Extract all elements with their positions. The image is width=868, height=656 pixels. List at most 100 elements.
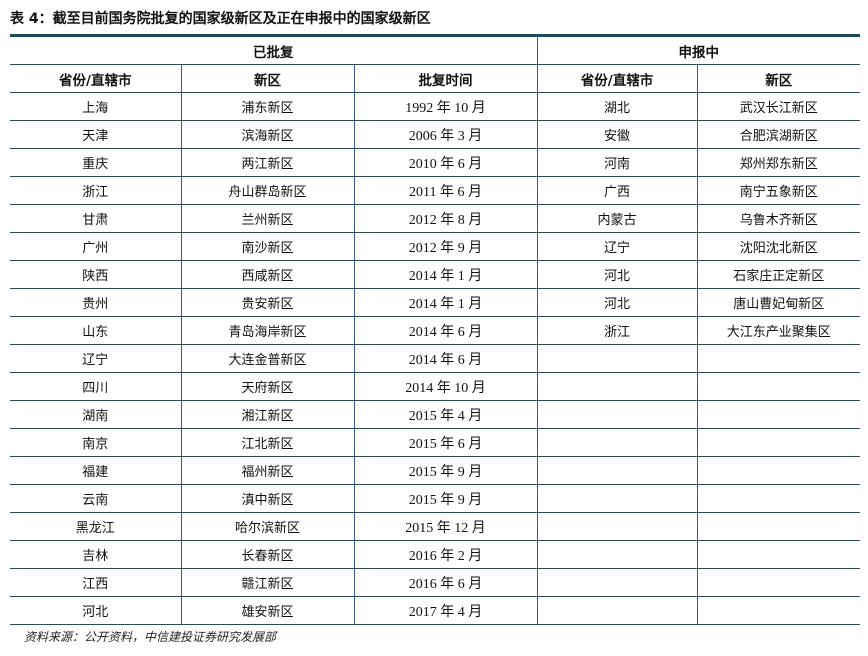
table-cell: 大连金普新区 (180, 344, 354, 373)
table-cell: 重庆 (10, 148, 181, 177)
table-row: 浙江 舟山群岛新区 2011 年 6 月广西 南宁五象新区 (10, 176, 861, 205)
table-cell (536, 400, 698, 429)
table-cell: 2015 年 9 月 (353, 484, 538, 513)
table-cell (696, 568, 861, 597)
table-cell: 辽宁 (536, 232, 698, 261)
source-note: 资料来源：公开资料，中信建投证券研究发展部 (24, 630, 277, 644)
table-row: 黑龙江 哈尔滨新区 2015 年 12 月 (10, 512, 861, 541)
table-cell (696, 512, 861, 541)
table-cell: 滨海新区 (180, 120, 354, 149)
table-cell: 滇中新区 (180, 484, 354, 513)
table-cell: 云南 (10, 484, 181, 513)
table-cell: 河北 (10, 596, 181, 625)
col-header: 省份/直辖市 (536, 64, 698, 93)
table-cell (536, 428, 698, 457)
table-cell: 2016 年 2 月 (353, 540, 538, 569)
table-cell (696, 484, 861, 513)
table-row: 贵州 贵安新区 2014 年 1 月河北 唐山曹妃甸新区 (10, 288, 861, 317)
table-cell: 辽宁 (10, 344, 181, 373)
table-cell (696, 596, 861, 625)
table-cell: 合肥滨湖新区 (696, 120, 861, 149)
table-cell (536, 456, 698, 485)
table-cell: 湖南 (10, 400, 181, 429)
table-row: 吉林 长春新区 2016 年 2 月 (10, 540, 861, 569)
table-cell: 2014 年 6 月 (353, 344, 538, 373)
table-cell: 河北 (536, 288, 698, 317)
table-cell: 武汉长江新区 (696, 92, 861, 121)
table-row: 福建 福州新区 2015 年 9 月 (10, 456, 861, 485)
table-cell: 福州新区 (180, 456, 354, 485)
table-cell: 贵安新区 (180, 288, 354, 317)
table-row: 辽宁 大连金普新区 2014 年 6 月 (10, 344, 861, 373)
table-cell: 2012 年 8 月 (353, 204, 538, 233)
table-cell (536, 596, 698, 625)
table-cell: 广州 (10, 232, 181, 261)
group-applying: 申报中 (536, 35, 861, 65)
table-cell: 沈阳沈北新区 (696, 232, 861, 261)
table-cell: 2014 年 1 月 (353, 288, 538, 317)
table-row: 陕西 西咸新区 2014 年 1 月河北 石家庄正定新区 (10, 260, 861, 289)
table-cell: 陕西 (10, 260, 181, 289)
table-cell: 黑龙江 (10, 512, 181, 541)
table-cell: 福建 (10, 456, 181, 485)
table-cell: 吉林 (10, 540, 181, 569)
table-cell: 石家庄正定新区 (696, 260, 861, 289)
table-cell: 天府新区 (180, 372, 354, 401)
table-row: 四川 天府新区 2014 年 10 月 (10, 372, 861, 401)
table-cell (536, 568, 698, 597)
table-cell: 2016 年 6 月 (353, 568, 538, 597)
table-cell (536, 484, 698, 513)
table-cell: 广西 (536, 176, 698, 205)
table-row: 天津 滨海新区 2006 年 3 月安徽 合肥滨湖新区 (10, 120, 861, 149)
table-cell: 江西 (10, 568, 181, 597)
table-cell (536, 372, 698, 401)
column-header-row: 省份/直辖市 新区 批复时间 省份/直辖市 新区 (10, 64, 861, 93)
table-cell: 舟山群岛新区 (180, 176, 354, 205)
table-cell (696, 344, 861, 373)
table-cell: 郑州郑东新区 (696, 148, 861, 177)
col-header: 省份/直辖市 (10, 64, 181, 93)
table-cell: 江北新区 (180, 428, 354, 457)
table-cell (536, 512, 698, 541)
table-cell: 2014 年 6 月 (353, 316, 538, 345)
table-cell: 浙江 (10, 176, 181, 205)
table-cell: 湖北 (536, 92, 698, 121)
col-header: 批复时间 (353, 64, 538, 93)
table-cell: 1992 年 10 月 (353, 92, 538, 121)
table-cell: 南沙新区 (180, 232, 354, 261)
table-cell (696, 428, 861, 457)
table-cell (696, 540, 861, 569)
table-cell: 甘肃 (10, 204, 181, 233)
table-row: 广州 南沙新区 2012 年 9 月辽宁 沈阳沈北新区 (10, 232, 861, 261)
table-row: 南京 江北新区 2015 年 6 月 (10, 428, 861, 457)
table-cell: 唐山曹妃甸新区 (696, 288, 861, 317)
table-cell: 浦东新区 (180, 92, 354, 121)
table-cell: 河北 (536, 260, 698, 289)
table-cell: 山东 (10, 316, 181, 345)
table-cell: 乌鲁木齐新区 (696, 204, 861, 233)
table-cell: 南宁五象新区 (696, 176, 861, 205)
table-cell: 2011 年 6 月 (353, 176, 538, 205)
table-cell (696, 400, 861, 429)
table-cell (536, 344, 698, 373)
new-districts-table: 已批复 申报中 省份/直辖市 新区 批复时间 省份/直辖市 新区 上海 浦东新区 1… (10, 34, 861, 625)
table-cell: 哈尔滨新区 (180, 512, 354, 541)
table-row: 甘肃 兰州新区 2012 年 8 月内蒙古 乌鲁木齐新区 (10, 204, 861, 233)
table-cell: 2015 年 9 月 (353, 456, 538, 485)
table-cell: 长春新区 (180, 540, 354, 569)
table-cell: 天津 (10, 120, 181, 149)
table-cell: 两江新区 (180, 148, 354, 177)
table-row: 湖南 湘江新区 2015 年 4 月 (10, 400, 861, 429)
table-cell: 青岛海岸新区 (180, 316, 354, 345)
table-cell: 湘江新区 (180, 400, 354, 429)
group-approved: 已批复 (10, 35, 538, 65)
table-cell: 西咸新区 (180, 260, 354, 289)
table-cell: 内蒙古 (536, 204, 698, 233)
table-cell: 赣江新区 (180, 568, 354, 597)
table-cell: 2015 年 6 月 (353, 428, 538, 457)
group-header-row: 已批复 申报中 (10, 35, 861, 65)
table-cell: 2014 年 1 月 (353, 260, 538, 289)
table-cell: 2017 年 4 月 (353, 596, 538, 625)
table-cell: 2014 年 10 月 (353, 372, 538, 401)
table-row: 山东 青岛海岸新区 2014 年 6 月浙江 大江东产业聚集区 (10, 316, 861, 345)
